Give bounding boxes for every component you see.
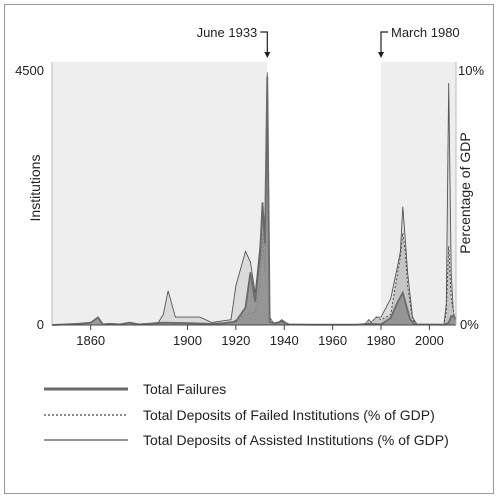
legend: Total Failures Total Deposits of Failed …	[44, 381, 449, 448]
x-tick-label-1940: 1940	[270, 333, 299, 348]
y-right-tick-label-0: 0%	[460, 317, 479, 332]
x-tick-label-2000: 2000	[415, 333, 444, 348]
legend-label-failed-deposits: Total Deposits of Failed Institutions (%…	[143, 407, 435, 423]
shaded-period-1	[381, 62, 456, 325]
y-left-tick-label-1: 4500	[15, 63, 44, 78]
y-axis-right-title: Percentage of GDP	[457, 132, 473, 253]
x-tick-label-1980: 1980	[367, 333, 396, 348]
x-tick-label-1920: 1920	[221, 333, 250, 348]
y-right-tick-label-1: 10%	[458, 63, 484, 78]
x-tick-label-1960: 1960	[318, 333, 347, 348]
legend-label-assisted-deposits: Total Deposits of Assisted Institutions …	[143, 432, 449, 448]
y-axis-left-title: Institutions	[27, 155, 43, 222]
legend-label-total-failures: Total Failures	[143, 381, 226, 397]
annotation-arrowhead-1	[378, 52, 384, 58]
annotation-label-0: June 1933	[197, 25, 258, 40]
annotation-label-1: March 1980	[391, 25, 460, 40]
x-tick-label-1860: 1860	[76, 333, 105, 348]
y-left-tick-label-0: 0	[37, 317, 44, 332]
shaded-period-0	[52, 62, 267, 325]
x-tick-label-1900: 1900	[173, 333, 202, 348]
annotation-arrowhead-0	[264, 52, 270, 58]
